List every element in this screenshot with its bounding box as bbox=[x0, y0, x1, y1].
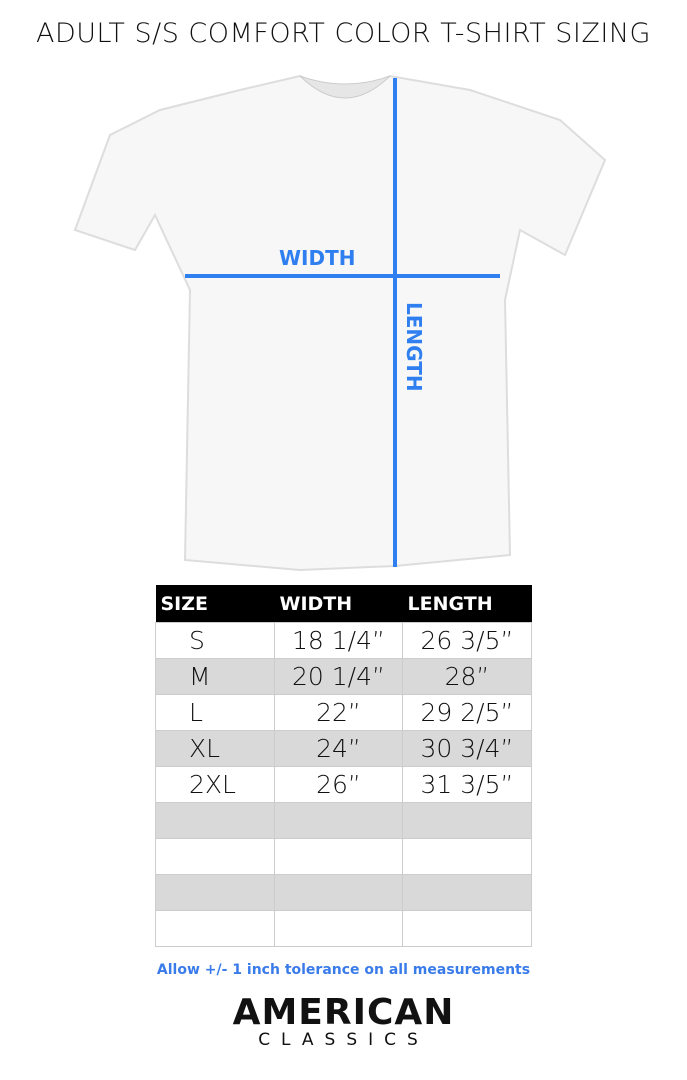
tshirt-collar bbox=[299, 75, 391, 99]
width-cell bbox=[274, 910, 403, 947]
width-cell bbox=[274, 802, 403, 839]
table-row bbox=[155, 838, 532, 875]
width-label: WIDTH bbox=[279, 246, 356, 270]
table-header: SIZE WIDTH LENGTH bbox=[155, 585, 532, 623]
width-cell: 24” bbox=[274, 730, 403, 767]
header-width: WIDTH bbox=[274, 585, 403, 623]
width-cell: 26” bbox=[274, 766, 403, 803]
tshirt-body bbox=[73, 74, 607, 572]
size-table: SIZE WIDTH LENGTH S 18 1/4” 26 3/5” M 20 1/4… bbox=[155, 585, 532, 947]
table-row: S 18 1/4” 26 3/5” bbox=[155, 622, 532, 659]
width-cell bbox=[274, 838, 403, 875]
length-label: LENGTH bbox=[402, 302, 426, 392]
length-cell: 28” bbox=[402, 658, 532, 695]
length-cell: 29 2/5” bbox=[402, 694, 532, 731]
brand-logo-line2: CLASSICS bbox=[258, 1030, 429, 1050]
length-cell: 31 3/5” bbox=[402, 766, 532, 803]
size-cell bbox=[155, 838, 275, 875]
length-cell bbox=[402, 874, 532, 911]
length-cell: 26 3/5” bbox=[402, 622, 532, 659]
length-cell bbox=[402, 802, 532, 839]
size-cell: 2XL bbox=[155, 766, 275, 803]
size-cell: M bbox=[155, 658, 275, 695]
table-row: 2XL 26” 31 3/5” bbox=[155, 766, 532, 803]
width-cell bbox=[274, 874, 403, 911]
size-cell: S bbox=[155, 622, 275, 659]
length-cell bbox=[402, 838, 532, 875]
size-cell bbox=[155, 802, 275, 839]
size-cell bbox=[155, 874, 275, 911]
header-size: SIZE bbox=[155, 585, 275, 623]
length-cell: 30 3/4” bbox=[402, 730, 532, 767]
table-row: M 20 1/4” 28” bbox=[155, 658, 532, 695]
size-cell bbox=[155, 910, 275, 947]
width-cell: 20 1/4” bbox=[274, 658, 403, 695]
page-title: ADULT S/S COMFORT COLOR T-SHIRT SIZING bbox=[36, 18, 651, 49]
width-cell: 18 1/4” bbox=[274, 622, 403, 659]
tshirt-image bbox=[73, 74, 607, 572]
table-row bbox=[155, 802, 532, 839]
table-row bbox=[155, 910, 532, 947]
length-cell bbox=[402, 910, 532, 947]
table-row: XL 24” 30 3/4” bbox=[155, 730, 532, 767]
brand-logo-line1: AMERICAN bbox=[232, 992, 455, 1033]
tolerance-note: Allow +/- 1 inch tolerance on all measur… bbox=[156, 962, 531, 978]
table-row: L 22” 29 2/5” bbox=[155, 694, 532, 731]
width-cell: 22” bbox=[274, 694, 403, 731]
size-cell: XL bbox=[155, 730, 275, 767]
header-length: LENGTH bbox=[402, 585, 532, 623]
size-cell: L bbox=[155, 694, 275, 731]
table-row bbox=[155, 874, 532, 911]
